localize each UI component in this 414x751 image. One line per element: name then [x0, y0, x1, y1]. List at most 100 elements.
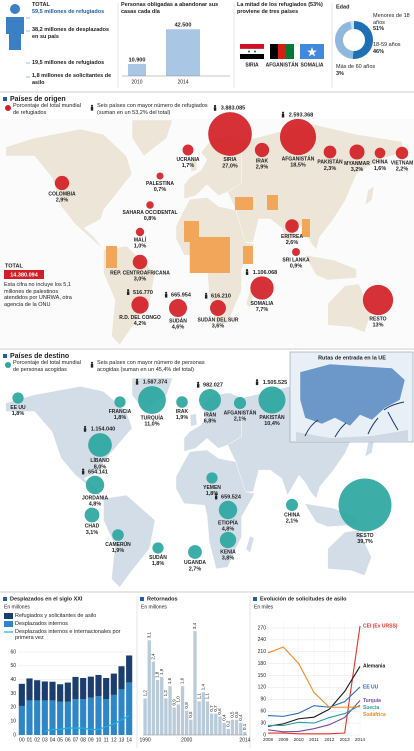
value-label: 1,2 — [142, 690, 147, 697]
y-tick-label: 20 — [10, 705, 16, 711]
bar-segment — [95, 674, 102, 697]
value-label: 3,8% — [222, 556, 235, 562]
value-label: 0,7% — [154, 187, 167, 193]
value-label: 2,1% — [286, 519, 299, 525]
bubble — [85, 475, 105, 495]
country-name: AFGANISTÁN — [282, 155, 315, 162]
text: 18-59 años — [373, 42, 401, 48]
country-name: LÍBANO — [90, 456, 109, 464]
value-label: 4,2% — [134, 321, 147, 327]
origin-map — [0, 119, 414, 347]
text: Seis países con mayor número de refugiad… — [97, 103, 208, 116]
chart-title: Evolución de solicitudes de asilo — [260, 596, 347, 602]
y-tick-label: 30 — [10, 691, 16, 697]
bar-segment — [95, 696, 102, 735]
text: 19,5 millones de refugiados — [32, 60, 105, 66]
bar — [209, 713, 214, 735]
text-box: TOTAL — [32, 2, 50, 8]
value-label: 1,7% — [182, 163, 195, 169]
text-box: Menores de 18 años — [373, 13, 410, 26]
person-icon — [214, 495, 218, 500]
bar — [239, 722, 243, 735]
bar-segment — [64, 701, 71, 735]
bubble — [285, 498, 299, 512]
x-tick-label: 2010 — [294, 737, 305, 742]
country-name: ETIOPÍA — [218, 519, 238, 527]
value-label: 2,3% — [324, 166, 337, 172]
bar — [234, 719, 239, 735]
bubble — [138, 386, 166, 414]
bubble — [88, 433, 112, 457]
value-label: 1,9% — [112, 548, 125, 554]
bubble — [135, 227, 145, 237]
count-label: 1.106.068 — [253, 270, 277, 276]
value-label: 11,0% — [144, 421, 159, 427]
value-label: 2,2% — [396, 167, 409, 173]
legend-label: Desplazados internos e internacionales p… — [15, 628, 121, 642]
text: Personas obligadas a abandonar sus casas… — [121, 2, 219, 15]
country-name: IRÁN — [204, 411, 217, 418]
bar-segment — [118, 689, 125, 735]
text-box: 38,2 millones de desplazados en su país — [32, 27, 109, 40]
value-label: 3,1% — [86, 530, 99, 536]
text-box: 59,5 millones de refugiados — [32, 9, 104, 15]
series-label: Turquía — [363, 698, 381, 704]
bar — [201, 692, 205, 735]
bullet — [3, 354, 7, 358]
line — [268, 625, 361, 735]
value-label: 1,9 — [159, 668, 164, 675]
bar-segment — [103, 678, 110, 700]
country-name: ERITREA — [281, 234, 303, 240]
person-icon — [205, 292, 208, 295]
bar-segment — [126, 655, 133, 683]
person-icon — [135, 381, 139, 385]
country-name: SRI LANKA — [282, 257, 310, 263]
bubble — [206, 472, 218, 484]
value-label: 4,6% — [172, 324, 185, 330]
title: Edad — [336, 4, 349, 10]
x-tick-label: 2014 — [239, 737, 250, 743]
text-box: La mitad de los refugiados (53%) provien… — [237, 2, 323, 15]
bar — [243, 731, 247, 735]
country-name: VIETNAM — [391, 161, 414, 167]
count-label: 665.954 — [171, 292, 192, 298]
country-name: PAKISTÁN — [259, 414, 285, 421]
x-tick-label: 05 — [57, 737, 63, 743]
inset-title: Rutas de entrada en la UE — [318, 355, 386, 361]
bar-segment — [64, 682, 71, 702]
bar — [193, 631, 197, 735]
flags — [239, 44, 324, 59]
y-tick-label: 210 — [258, 649, 267, 655]
country-name: RESTO — [369, 316, 386, 322]
bubble — [152, 542, 164, 554]
person-icon — [83, 425, 87, 429]
bar — [218, 716, 222, 735]
person-icon — [81, 470, 85, 475]
x-tick-label: 2013 — [340, 737, 351, 742]
bar-segment — [26, 700, 33, 735]
count-label: 2.593.368 — [289, 112, 313, 118]
subtitle: En millones — [4, 604, 30, 610]
count-label: 516.770 — [133, 290, 153, 296]
value-label: 0,1 — [242, 723, 247, 730]
value-label: 1,4 — [201, 683, 206, 690]
country-name: SAHARA OCCIDENTAL — [123, 210, 178, 216]
series-label: Sudáfrica — [363, 712, 386, 718]
person-icon — [281, 113, 285, 118]
total-value: 14.380.094 — [10, 272, 38, 278]
section-title: Países de origen — [10, 96, 66, 103]
x-tick-label: 09 — [88, 737, 94, 743]
value-label: 13% — [372, 323, 383, 329]
text: Más de 60 años — [336, 64, 376, 70]
bar — [185, 710, 189, 735]
bar-segment — [72, 676, 79, 700]
bar-segment — [49, 700, 56, 735]
text-box: Desplazados internos — [15, 621, 68, 627]
bar-segment — [41, 700, 48, 735]
bubble — [84, 507, 100, 523]
y-tick-label: 150 — [258, 673, 267, 679]
x-tick-label: 2014 — [355, 737, 366, 742]
country-name: MYANMAR — [344, 161, 370, 167]
bubble — [285, 219, 299, 233]
